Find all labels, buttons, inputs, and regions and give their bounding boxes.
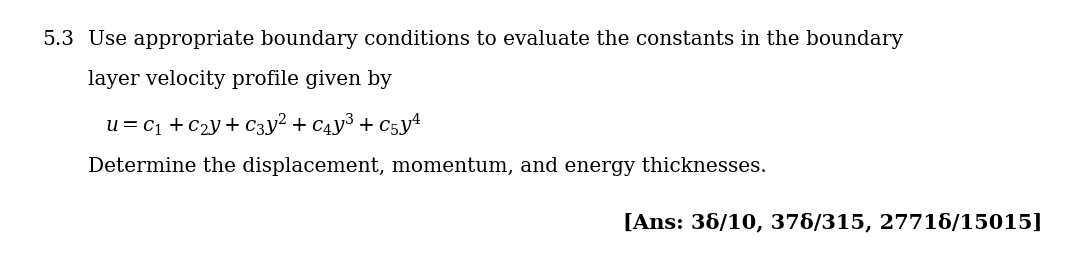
Text: layer velocity profile given by: layer velocity profile given by [87, 70, 392, 89]
Text: Determine the displacement, momentum, and energy thicknesses.: Determine the displacement, momentum, an… [87, 157, 767, 176]
Text: $u = c_1 + c_2 y + c_3 y^2 + c_4 y^3 + c_5 y^4$: $u = c_1 + c_2 y + c_3 y^2 + c_4 y^3 + c… [105, 112, 422, 139]
Text: [Ans: 3δ/10, 37δ/315, 2771δ/15015]: [Ans: 3δ/10, 37δ/315, 2771δ/15015] [623, 212, 1042, 232]
Text: Use appropriate boundary conditions to evaluate the constants in the boundary: Use appropriate boundary conditions to e… [87, 30, 903, 49]
Text: 5.3: 5.3 [42, 30, 75, 49]
